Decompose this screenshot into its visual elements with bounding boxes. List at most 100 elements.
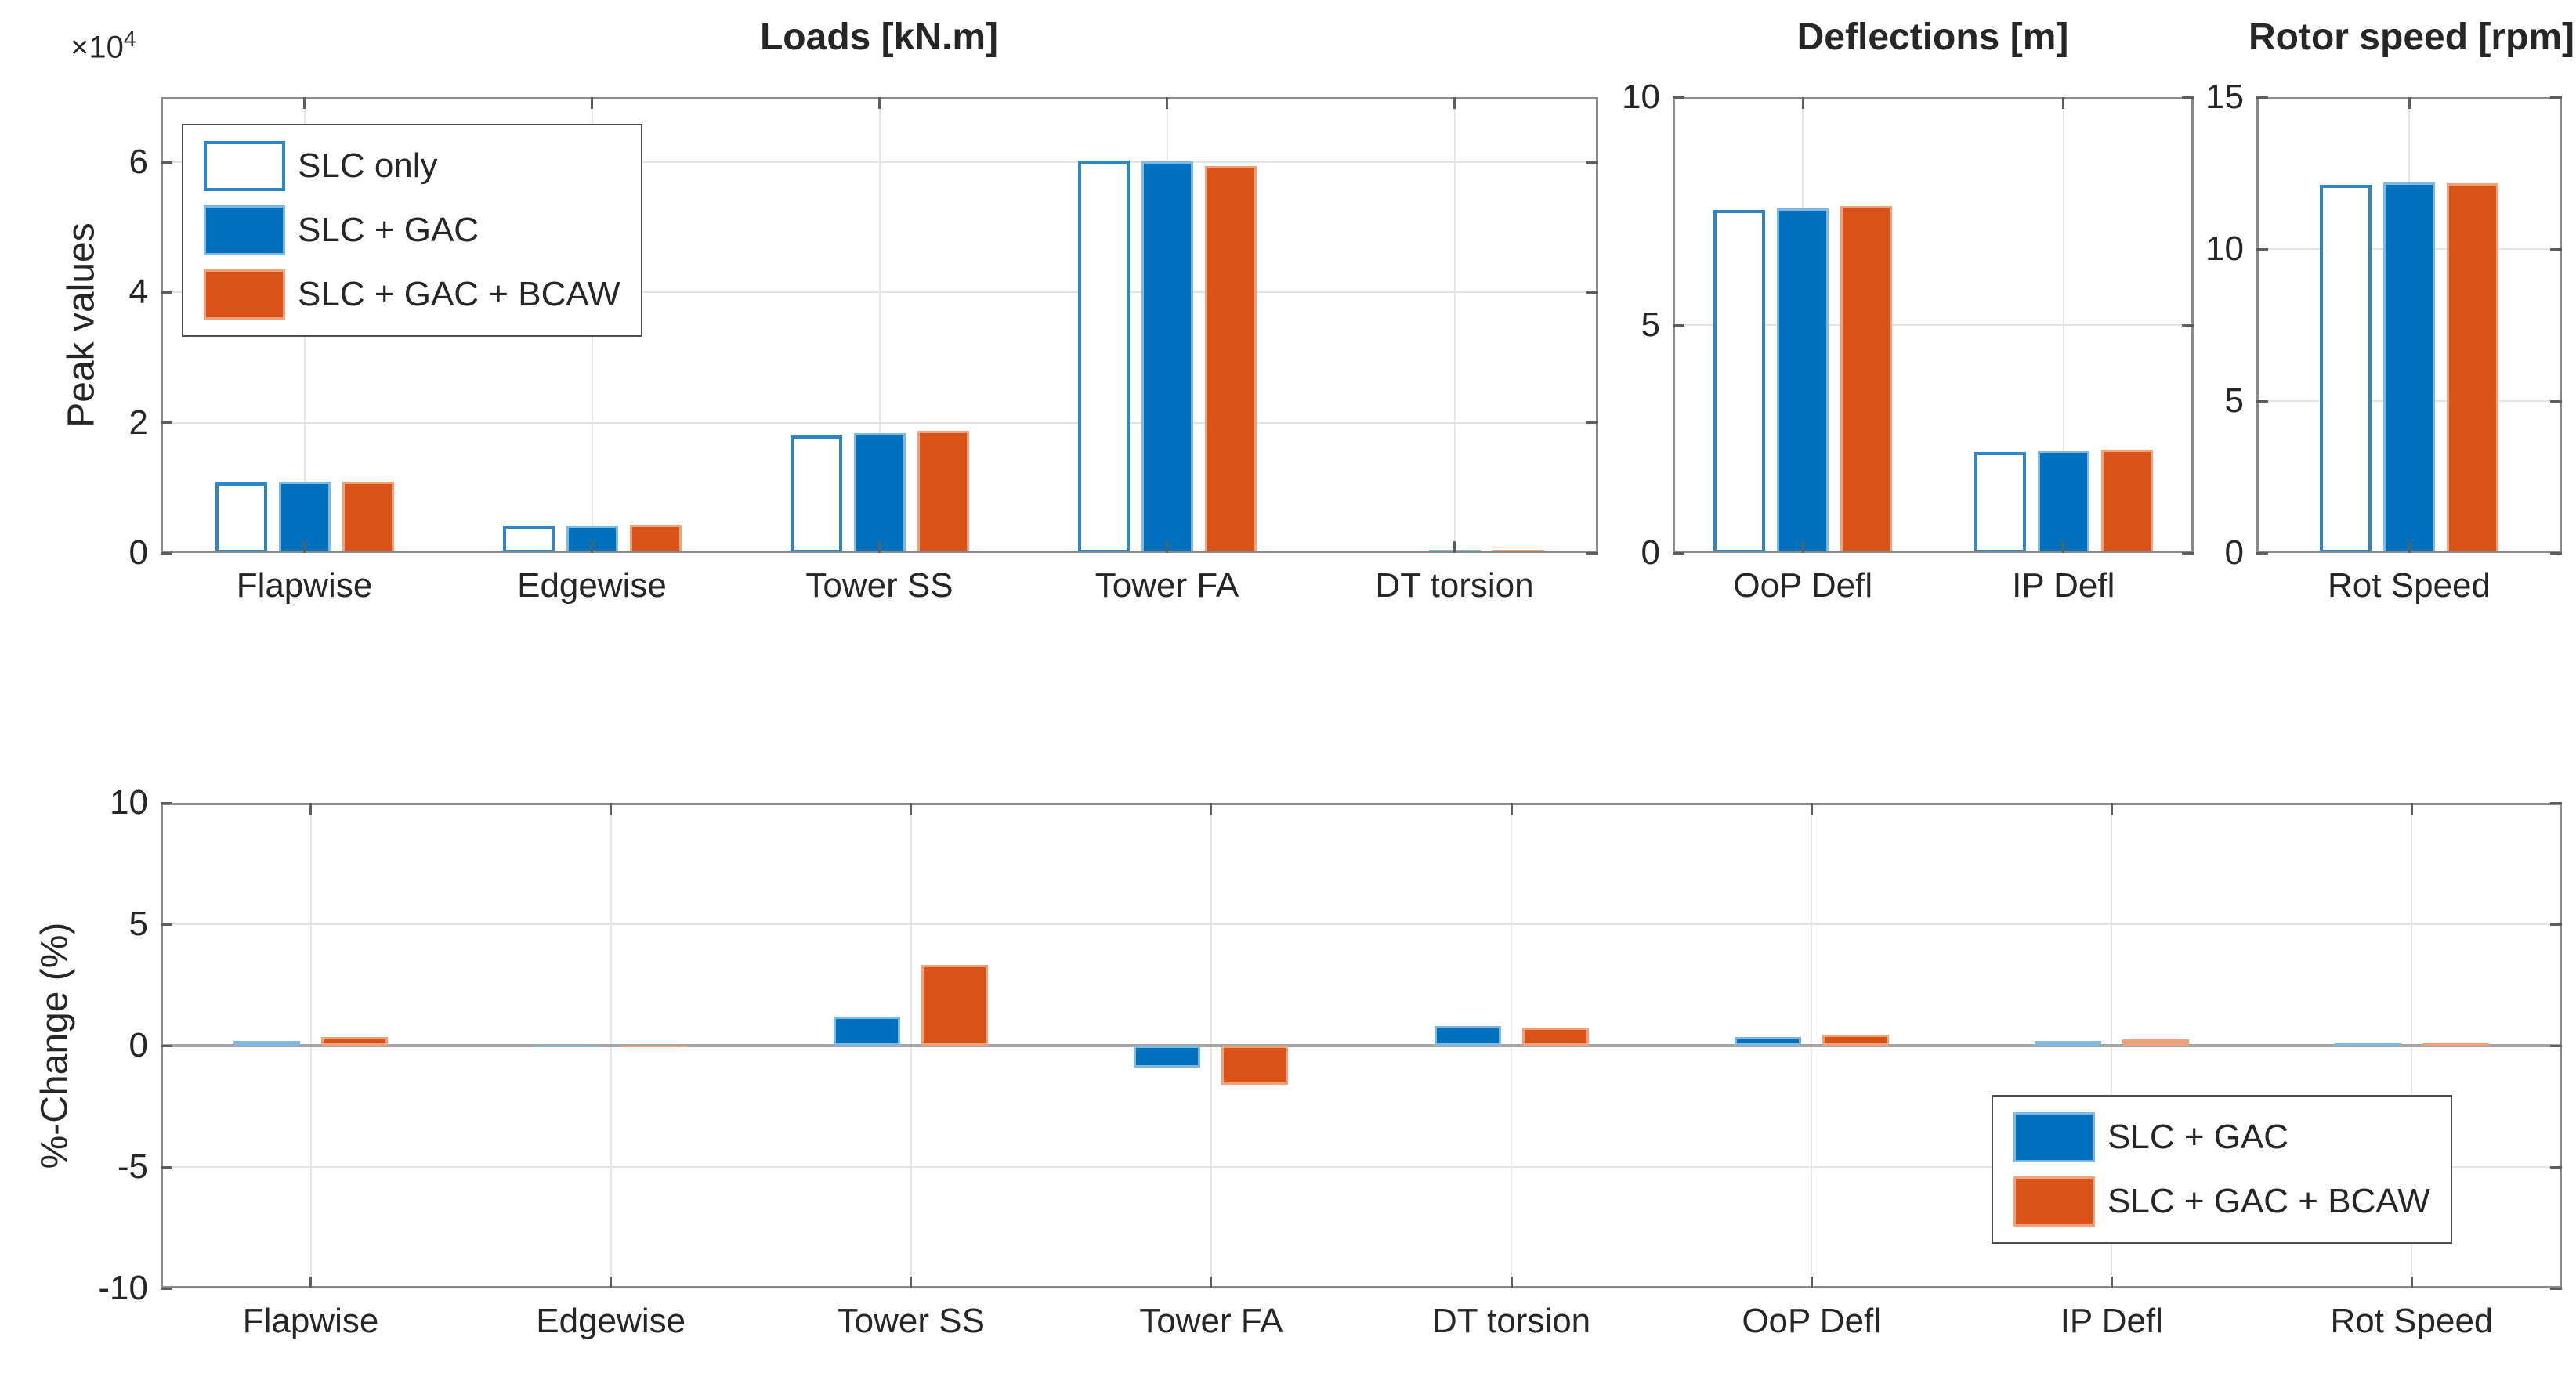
bar-loads-Edgewise-SLC only xyxy=(502,526,555,553)
x-tick-mark xyxy=(1510,1277,1513,1288)
y-tick-label: -10 xyxy=(98,1269,148,1307)
y-tick-mark xyxy=(2182,323,2194,327)
deflections-chart: 0 5 10 OoP Defl IP Defl xyxy=(1622,80,2194,603)
legend-item-slc-only: SLC only xyxy=(204,141,620,191)
bar-pct_change-Edgewise-SLC + GAC + BCAW xyxy=(621,1046,689,1048)
x-tick-mark xyxy=(610,803,613,815)
deflections-chart-title: Deflections [m] xyxy=(1796,16,2069,58)
legend-peak-values: SLC only SLC + GAC SLC + GAC + BCAW xyxy=(182,124,642,337)
y-tick-mark xyxy=(1586,421,1598,425)
gridline xyxy=(2062,97,2064,553)
y-tick-mark xyxy=(2550,551,2562,555)
bar-deflections-IP Defl-SLC + GAC + BCAW xyxy=(2100,450,2153,553)
y-tick-label: 0 xyxy=(2224,533,2244,572)
legend-item-slc-gac-bcaw: SLC + GAC + BCAW xyxy=(204,269,620,320)
gridline xyxy=(161,923,2562,925)
legend-pct-change: SLC + GAC SLC + GAC + BCAW xyxy=(1992,1095,2452,1244)
bar-rotor_speed-Rot Speed-SLC only xyxy=(2320,184,2372,553)
y-tick-label: 6 xyxy=(128,143,148,182)
y-tick-mark xyxy=(161,1044,172,1047)
x-category-label: Edgewise xyxy=(517,566,667,605)
y-tick-mark xyxy=(161,161,172,164)
bar-pct_change-Rot Speed-SLC + GAC xyxy=(2334,1043,2401,1046)
y-tick-label: 0 xyxy=(128,1026,148,1064)
rotor-speed-chart: 0 5 10 15 Rot Speed xyxy=(2205,80,2562,603)
y-tick-label: -5 xyxy=(117,1147,148,1186)
legend-label: SLC + GAC + BCAW xyxy=(298,274,620,313)
legend-item-slc-gac-bcaw: SLC + GAC + BCAW xyxy=(2013,1176,2430,1227)
y-tick-mark xyxy=(2550,1287,2562,1290)
slc-gac-bcaw-swatch-icon xyxy=(204,269,285,320)
x-category-label: Flapwise xyxy=(242,1302,379,1340)
y-tick-label: 0 xyxy=(128,533,148,572)
y-tick-mark xyxy=(1673,551,1684,555)
y-tick-mark xyxy=(1586,161,1598,164)
y-tick-label: 5 xyxy=(128,905,148,943)
x-tick-mark xyxy=(2408,97,2411,109)
slc-gac-bcaw-swatch-icon xyxy=(2013,1176,2095,1227)
x-category-label: DT torsion xyxy=(1431,1302,1591,1340)
y-tick-mark xyxy=(2550,1044,2562,1047)
y-tick-mark xyxy=(161,923,172,926)
x-tick-mark xyxy=(1210,1277,1213,1288)
x-category-label: OoP Defl xyxy=(1742,1302,1882,1340)
bar-pct_change-DT torsion-SLC + GAC + BCAW xyxy=(1521,1027,1589,1046)
y-tick-mark xyxy=(2182,96,2194,99)
bar-pct_change-Rot Speed-SLC + GAC + BCAW xyxy=(2422,1042,2489,1046)
x-category-label: IP Defl xyxy=(2012,566,2115,605)
gridline xyxy=(1453,97,1456,553)
legend-item-slc-gac: SLC + GAC xyxy=(2013,1112,2430,1162)
bar-rotor_speed-Rot Speed-SLC + GAC xyxy=(2383,182,2435,553)
x-category-label: Tower FA xyxy=(1139,1302,1283,1340)
gridline xyxy=(878,97,881,553)
bar-deflections-OoP Defl-SLC + GAC xyxy=(1777,208,1829,553)
y-tick-label: 4 xyxy=(128,273,148,312)
bar-pct_change-Tower SS-SLC + GAC xyxy=(834,1016,901,1046)
bar-loads-Edgewise-SLC + GAC + BCAW xyxy=(629,525,682,553)
y-tick-mark xyxy=(2550,96,2562,99)
x-tick-mark xyxy=(2410,1277,2413,1288)
x-category-label: Tower SS xyxy=(805,566,953,605)
y-tick-mark xyxy=(2256,399,2268,403)
gridline xyxy=(161,1166,2562,1168)
y-tick-mark xyxy=(161,1287,172,1290)
x-tick-mark xyxy=(591,97,593,109)
x-tick-mark xyxy=(303,97,306,109)
bar-pct_change-OoP Defl-SLC + GAC xyxy=(1734,1037,1801,1046)
slc-only-swatch-icon xyxy=(204,141,285,191)
y-tick-mark xyxy=(2256,96,2268,99)
gridline xyxy=(1673,324,2194,326)
bar-pct_change-Flapwise-SLC + GAC + BCAW xyxy=(321,1037,389,1046)
bar-pct_change-IP Defl-SLC + GAC xyxy=(2034,1041,2101,1046)
bar-loads-Tower SS-SLC + GAC xyxy=(853,433,906,553)
y-tick-mark xyxy=(1586,551,1598,555)
x-tick-mark xyxy=(2062,541,2065,553)
y-tick-label: 2 xyxy=(128,403,148,442)
bar-loads-Tower SS-SLC + GAC + BCAW xyxy=(917,430,969,553)
x-category-label: Edgewise xyxy=(536,1302,686,1340)
x-tick-mark xyxy=(591,541,593,553)
y-tick-label: 10 xyxy=(110,783,148,822)
x-category-label: Rot Speed xyxy=(2328,566,2491,605)
x-tick-mark xyxy=(1453,541,1456,553)
y-tick-mark xyxy=(161,551,172,555)
zero-baseline xyxy=(161,1044,2562,1047)
x-tick-mark xyxy=(1166,97,1168,109)
bar-loads-Tower FA-SLC only xyxy=(1077,160,1130,553)
legend-item-slc-gac: SLC + GAC xyxy=(204,205,620,255)
pct-change-axis-label: %-Change (%) xyxy=(34,922,76,1169)
peak-values-axis-label: Peak values xyxy=(60,222,103,428)
loads-chart-title: Loads [kN.m] xyxy=(759,16,999,58)
x-tick-mark xyxy=(1210,803,1213,815)
y-tick-label: 0 xyxy=(1641,533,1660,572)
y-tick-mark xyxy=(1673,323,1684,327)
x-tick-mark xyxy=(910,1277,913,1288)
slc-gac-swatch-icon xyxy=(2013,1112,2095,1162)
bar-pct_change-Tower FA-SLC + GAC xyxy=(1134,1046,1201,1068)
x-tick-mark xyxy=(309,803,313,815)
bar-loads-Tower FA-SLC + GAC xyxy=(1141,161,1193,553)
x-tick-mark xyxy=(309,1277,313,1288)
y-tick-mark xyxy=(2256,551,2268,555)
x-category-label: Flapwise xyxy=(236,566,373,605)
